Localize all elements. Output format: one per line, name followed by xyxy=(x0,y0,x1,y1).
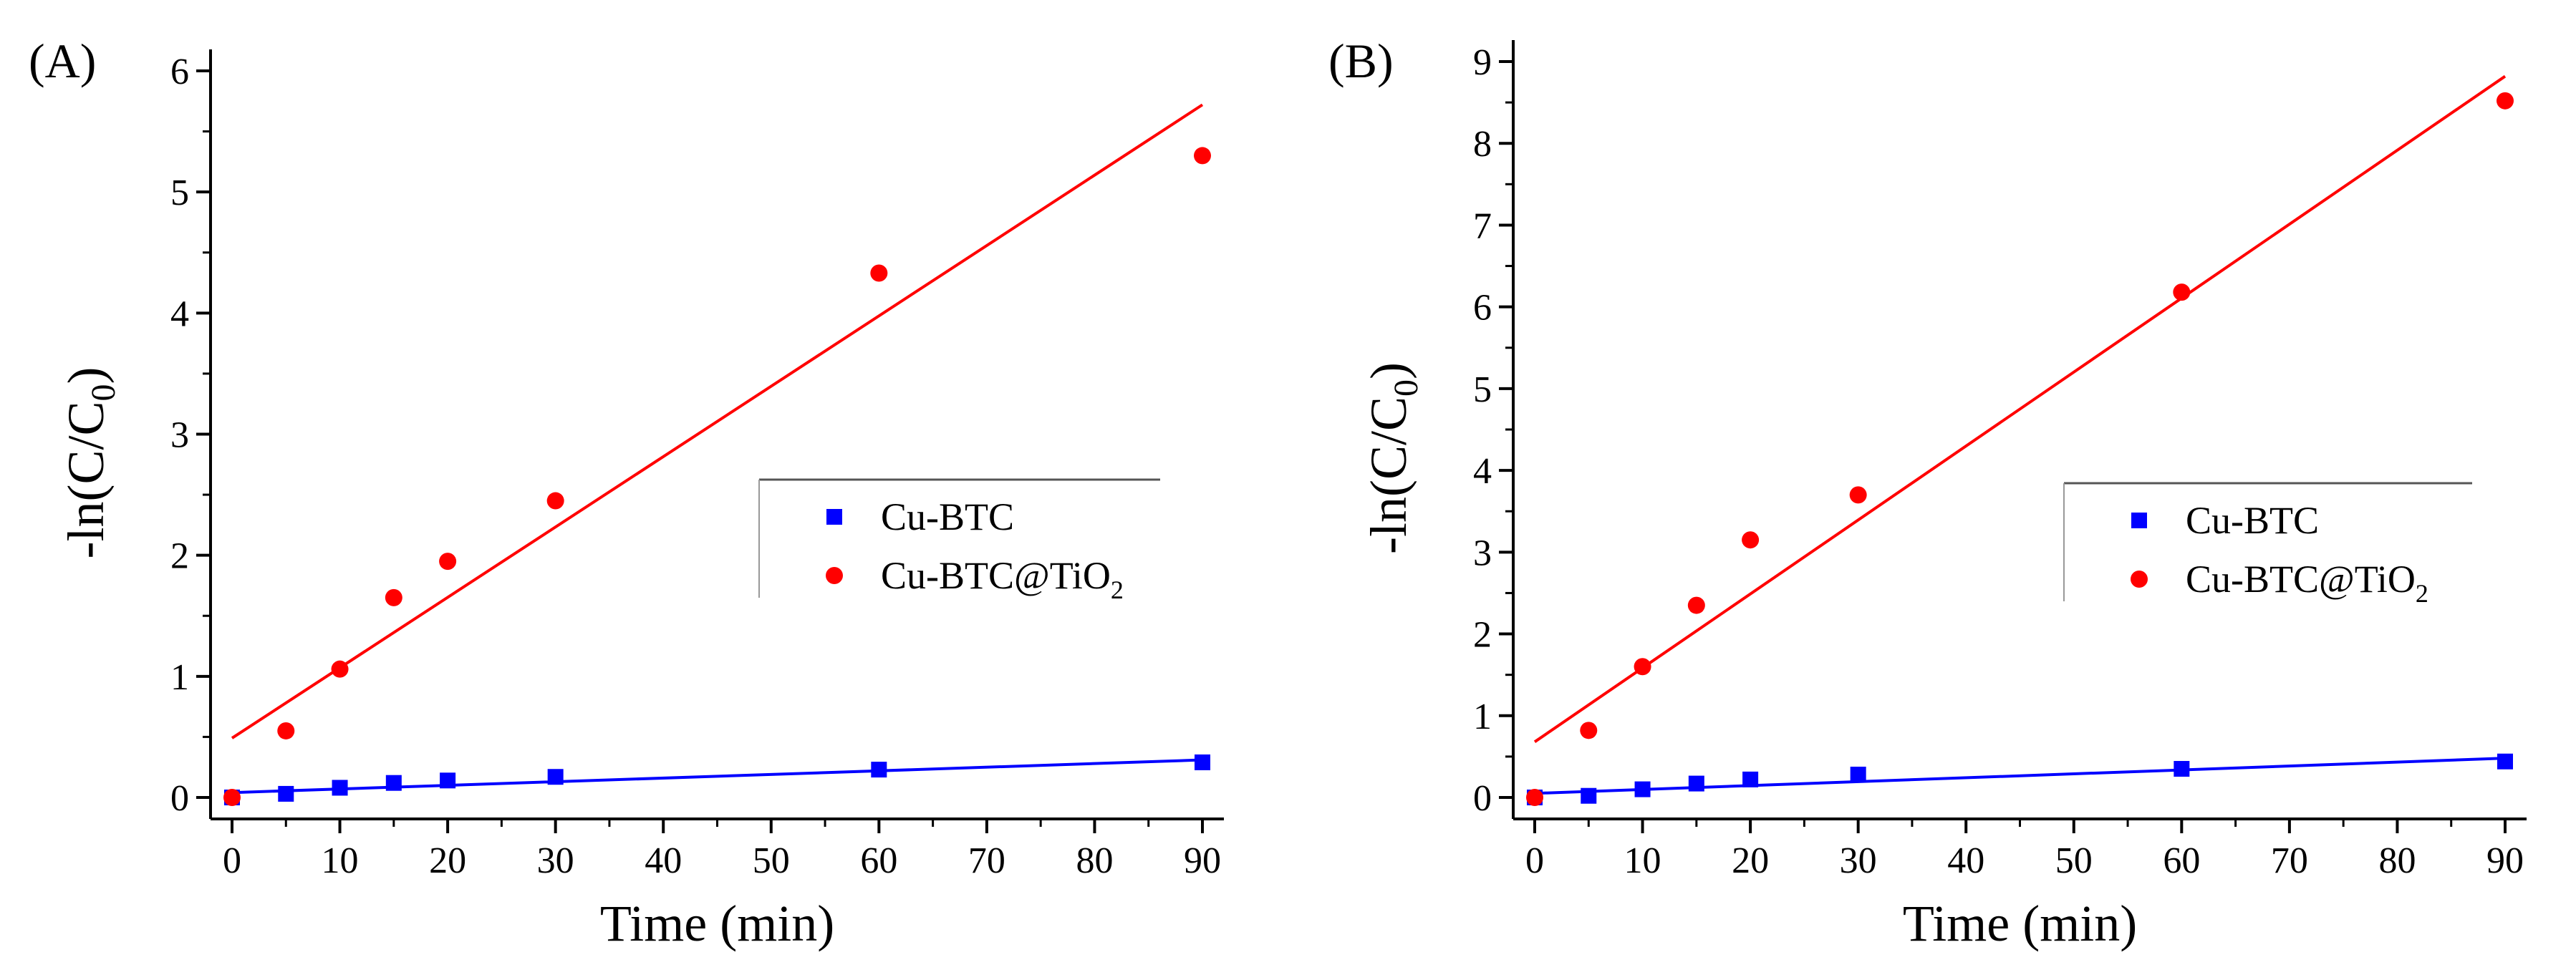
y-tick-label: 3 xyxy=(1473,533,1492,573)
fit-line-cu-btc-tio2 xyxy=(1533,74,2507,743)
data-point-cu-btc-tio2 xyxy=(546,492,564,510)
panel-label: (B) xyxy=(1328,34,1394,88)
y-tick-label: 0 xyxy=(1473,778,1492,819)
x-tick-label: 70 xyxy=(2271,840,2308,881)
x-tick-label: 60 xyxy=(2163,840,2200,881)
y-tick-label: 8 xyxy=(1473,124,1492,165)
data-point-cu-btc xyxy=(2174,761,2190,777)
legend-label-cu-btc-tio2: Cu-BTC@TiO2 xyxy=(2186,558,2428,608)
data-point-cu-btc xyxy=(1581,787,1597,804)
y-tick-label: 5 xyxy=(170,173,189,213)
data-point-cu-btc-tio2 xyxy=(1580,722,1598,739)
x-tick-label: 40 xyxy=(1947,840,1984,881)
data-point-cu-btc-tio2 xyxy=(331,660,349,678)
data-point-cu-btc xyxy=(2497,753,2513,770)
data-point-cu-btc xyxy=(1634,781,1651,797)
x-tick-label: 0 xyxy=(223,840,241,881)
data-point-cu-btc xyxy=(871,762,887,778)
y-tick-label: 5 xyxy=(1473,369,1492,410)
x-tick-label: 80 xyxy=(1076,840,1113,881)
data-point-cu-btc-tio2 xyxy=(385,588,402,606)
y-tick-label: 3 xyxy=(170,415,189,456)
data-point-cu-btc-tio2 xyxy=(2173,283,2191,301)
x-tick-label: 20 xyxy=(429,840,466,881)
data-point-cu-btc xyxy=(547,769,564,785)
x-tick-label: 0 xyxy=(1525,840,1544,881)
fit-line-cu-btc-tio2 xyxy=(231,103,1204,739)
legend-label-cu-btc: Cu-BTC xyxy=(2186,499,2319,542)
legend-label-cu-btc-tio2: Cu-BTC@TiO2 xyxy=(881,554,1124,604)
chart-panel-b: 0 10 20 30 40 50 60 70 80 90 0 1 2 3 4 5 6 7 8 9 Time (min) -… xyxy=(1328,34,2527,952)
legend-marker-cu-btc-tio2 xyxy=(826,567,843,584)
data-point-cu-btc xyxy=(278,785,294,802)
y-tick-label: 4 xyxy=(1473,451,1492,492)
x-tick-label: 50 xyxy=(753,840,790,881)
data-point-cu-btc-tio2 xyxy=(870,264,888,282)
y-tick-label: 2 xyxy=(1473,615,1492,656)
data-point-cu-btc xyxy=(1850,767,1866,783)
data-point-cu-btc xyxy=(1195,754,1210,770)
data-point-cu-btc-tio2 xyxy=(1742,531,1760,549)
x-axis-title: Time (min) xyxy=(600,895,834,952)
data-point-cu-btc-tio2 xyxy=(223,789,241,806)
legend-marker-cu-btc xyxy=(2131,513,2147,528)
data-point-cu-btc-tio2 xyxy=(439,553,457,571)
x-tick-label: 30 xyxy=(537,840,574,881)
fit-line-cu-btc xyxy=(231,758,1203,795)
y-tick-label: 2 xyxy=(170,536,189,577)
legend: Cu-BTC Cu-BTC@TiO2 xyxy=(758,478,1160,604)
legend-label-cu-btc: Cu-BTC xyxy=(881,495,1014,538)
data-point-cu-btc-tio2 xyxy=(1634,658,1651,676)
x-tick-label: 40 xyxy=(645,840,682,881)
x-tick-label: 50 xyxy=(2055,840,2093,881)
legend-marker-cu-btc-tio2 xyxy=(2131,571,2148,588)
data-point-cu-btc-tio2 xyxy=(1194,147,1211,165)
data-point-cu-btc xyxy=(1688,775,1704,792)
legend: Cu-BTC Cu-BTC@TiO2 xyxy=(2063,482,2472,608)
data-point-cu-btc xyxy=(385,775,402,791)
data-point-cu-btc-tio2 xyxy=(2497,92,2514,110)
data-point-cu-btc xyxy=(440,772,456,789)
y-tick-label: 0 xyxy=(170,778,189,819)
x-tick-label: 70 xyxy=(968,840,1005,881)
x-tick-label: 20 xyxy=(1732,840,1769,881)
y-tick-label: 6 xyxy=(1473,288,1492,329)
y-tick-label: 9 xyxy=(1473,42,1492,83)
data-point-cu-btc xyxy=(332,780,348,796)
panel-label: (A) xyxy=(29,34,96,88)
x-tick-label: 80 xyxy=(2378,840,2416,881)
y-tick-label: 6 xyxy=(170,52,189,92)
y-tick-label: 1 xyxy=(170,657,189,698)
chart-panel-a: 0 10 20 30 40 50 60 70 80 90 0 1 2 3 4 5 6 Time (min) -ln(… xyxy=(29,34,1224,952)
x-axis-title: Time (min) xyxy=(1903,895,2137,952)
legend-marker-cu-btc xyxy=(826,509,842,525)
x-tick-label: 10 xyxy=(322,840,359,881)
data-point-cu-btc-tio2 xyxy=(1687,596,1705,614)
fit-line-cu-btc xyxy=(1534,757,2506,795)
x-tick-label: 10 xyxy=(1624,840,1661,881)
y-tick-label: 7 xyxy=(1473,205,1492,246)
data-point-cu-btc-tio2 xyxy=(1849,486,1867,504)
data-point-cu-btc-tio2 xyxy=(277,722,295,739)
y-axis-title: -ln(C/C0) xyxy=(1360,362,1425,554)
data-point-cu-btc-tio2 xyxy=(1526,789,1543,806)
data-point-cu-btc xyxy=(1742,771,1759,787)
y-tick-label: 1 xyxy=(1473,697,1492,737)
x-tick-label: 60 xyxy=(860,840,897,881)
y-axis-title: -ln(C/C0) xyxy=(57,367,122,559)
x-tick-label: 90 xyxy=(2486,840,2524,881)
y-tick-label: 4 xyxy=(170,293,189,334)
x-tick-label: 30 xyxy=(1840,840,1877,881)
x-tick-label: 90 xyxy=(1184,840,1221,881)
